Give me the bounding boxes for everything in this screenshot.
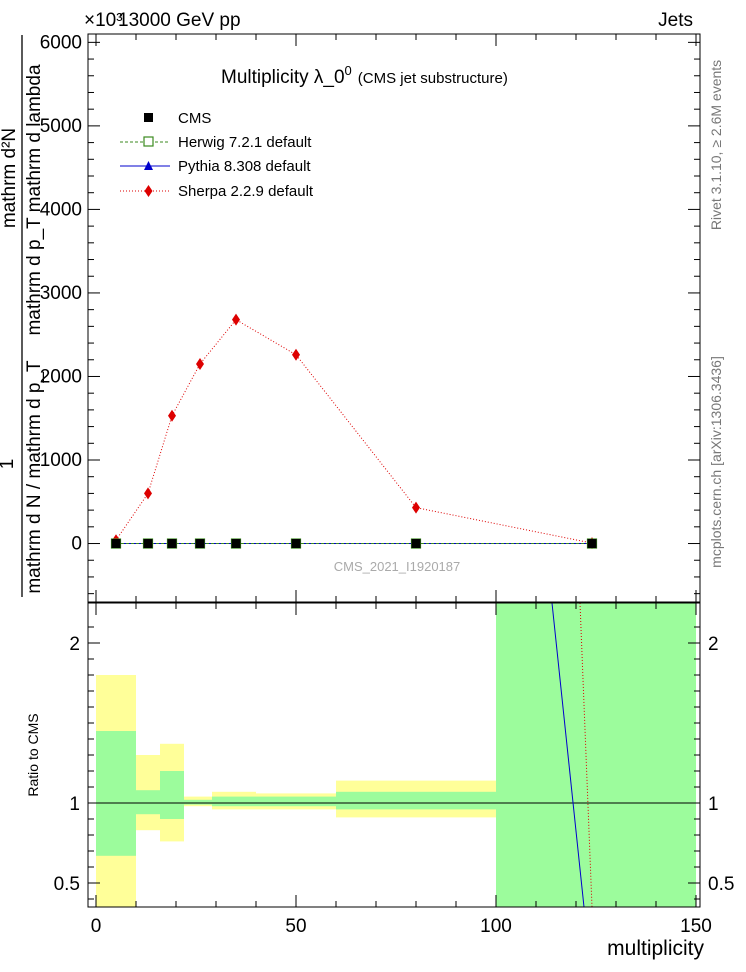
data-point-sherpa [412, 501, 420, 514]
ratio-panel: 0.5 0.5 1 1 2 2 0 50 100 150 Ratio to CMS multipl… [25, 602, 734, 960]
ratio-lines-layer [551, 602, 593, 908]
ratio-y-tick-label-right: 2 [708, 634, 719, 655]
main-series-layer [110, 313, 598, 550]
y-tick-label: 0 [71, 534, 82, 555]
ratio-inner-band [184, 799, 212, 805]
data-point-cms [167, 539, 177, 549]
ratio-inner-band [212, 796, 256, 807]
ratio-y-label: Ratio to CMS [25, 713, 41, 796]
y-label-prefix: 1 [0, 459, 18, 470]
data-point-cms [587, 539, 597, 549]
y-tick-label: 1000 [40, 450, 82, 471]
mcplots-label: mcplots.cern.ch [arXiv:1306.3436] [708, 356, 724, 568]
data-point-sherpa [144, 487, 152, 500]
y-scale-exponent: ×10³ [84, 10, 123, 31]
legend-marker-sherpa [144, 185, 153, 197]
y-tick-label: 5000 [40, 116, 82, 137]
y-label-middle: mathrm d p_T mathrm d lambda [24, 64, 45, 335]
plot-title: Multiplicity λ_00 (CMS jet substructure) [221, 63, 508, 88]
legend-marker-pythia [144, 161, 153, 170]
data-point-cms [143, 539, 153, 549]
ratio-inner-band [160, 771, 184, 819]
ratio-y-tick-label-right: 1 [708, 794, 719, 815]
legend-entry-cms: CMS [144, 110, 211, 127]
ratio-y-tick-label-left: 1 [69, 794, 80, 815]
y-label-numerator: mathrm d²N [0, 128, 20, 228]
legend-label-pythia: Pythia 8.308 default [178, 158, 311, 175]
ratio-y-tick-label-left: 2 [69, 634, 80, 655]
data-point-sherpa [168, 409, 176, 422]
ratio-inner-band [496, 603, 696, 907]
main-frame [87, 33, 701, 603]
x-tick-label: 150 [680, 916, 712, 937]
x-tick-label: 100 [480, 916, 512, 937]
legend-label-cms: CMS [178, 110, 211, 127]
legend-entry-sherpa: Sherpa 2.2.9 default [120, 183, 314, 200]
main-axis-ticks: 0 1000 2000 3000 4000 5000 6000 [40, 32, 700, 602]
x-tick-label: 50 [285, 916, 306, 937]
legend-marker-herwig [143, 136, 154, 147]
ratio-inner-band [336, 791, 496, 810]
x-axis-label: multiplicity [607, 937, 704, 960]
data-point-cms [195, 539, 205, 549]
y-tick-label: 2000 [40, 366, 82, 387]
ratio-y-tick-label-left: 0.5 [54, 874, 80, 895]
data-point-cms [231, 539, 241, 549]
ratio-y-tick-label-right: 0.5 [708, 874, 734, 895]
data-point-cms [291, 539, 301, 549]
process-label: 13000 GeV pp [118, 10, 241, 31]
legend-label-herwig: Herwig 7.2.1 default [178, 134, 312, 151]
ratio-inner-band [256, 796, 336, 807]
ratio-axis-ticks: 0.5 0.5 1 1 2 2 0 50 100 150 [54, 603, 734, 937]
legend-label-sherpa: Sherpa 2.2.9 default [178, 183, 314, 200]
data-point-sherpa [232, 313, 240, 326]
legend-entry-herwig: Herwig 7.2.1 default [120, 134, 312, 151]
plot-subtitle: (CMS jet substructure) [358, 70, 508, 87]
ratio-inner-band [136, 790, 160, 815]
analysis-watermark: CMS_2021_I1920187 [334, 559, 461, 574]
series-line-sherpa [115, 319, 593, 544]
y-tick-label: 3000 [40, 283, 82, 304]
ratio-inner-band [96, 731, 136, 856]
data-point-cms [111, 539, 121, 549]
legend-marker-cms [144, 113, 153, 122]
legend-entry-pythia: Pythia 8.308 default [120, 158, 311, 175]
plot-title-main: Multiplicity λ_0 [221, 67, 345, 88]
ratio-line-pythia [551, 602, 585, 908]
x-tick-label: 0 [91, 916, 102, 937]
data-point-sherpa [196, 357, 204, 370]
legend: CMS Herwig 7.2.1 default Pythia 8.308 de… [120, 110, 314, 200]
plot-title-sup: 0 [345, 63, 352, 78]
y-label-denominator: mathrm d N / mathrm d p_T [24, 360, 45, 594]
main-panel: Multiplicity λ_00 (CMS jet substructure) … [0, 32, 701, 603]
data-point-cms [411, 539, 421, 549]
rivet-version-label: Rivet 3.1.10, ≥ 2.6M events [708, 60, 724, 230]
category-label: Jets [658, 10, 693, 31]
y-tick-label: 6000 [40, 32, 82, 53]
ratio-bands-layer [88, 603, 700, 907]
data-point-sherpa [292, 348, 300, 361]
y-tick-label: 4000 [40, 199, 82, 220]
